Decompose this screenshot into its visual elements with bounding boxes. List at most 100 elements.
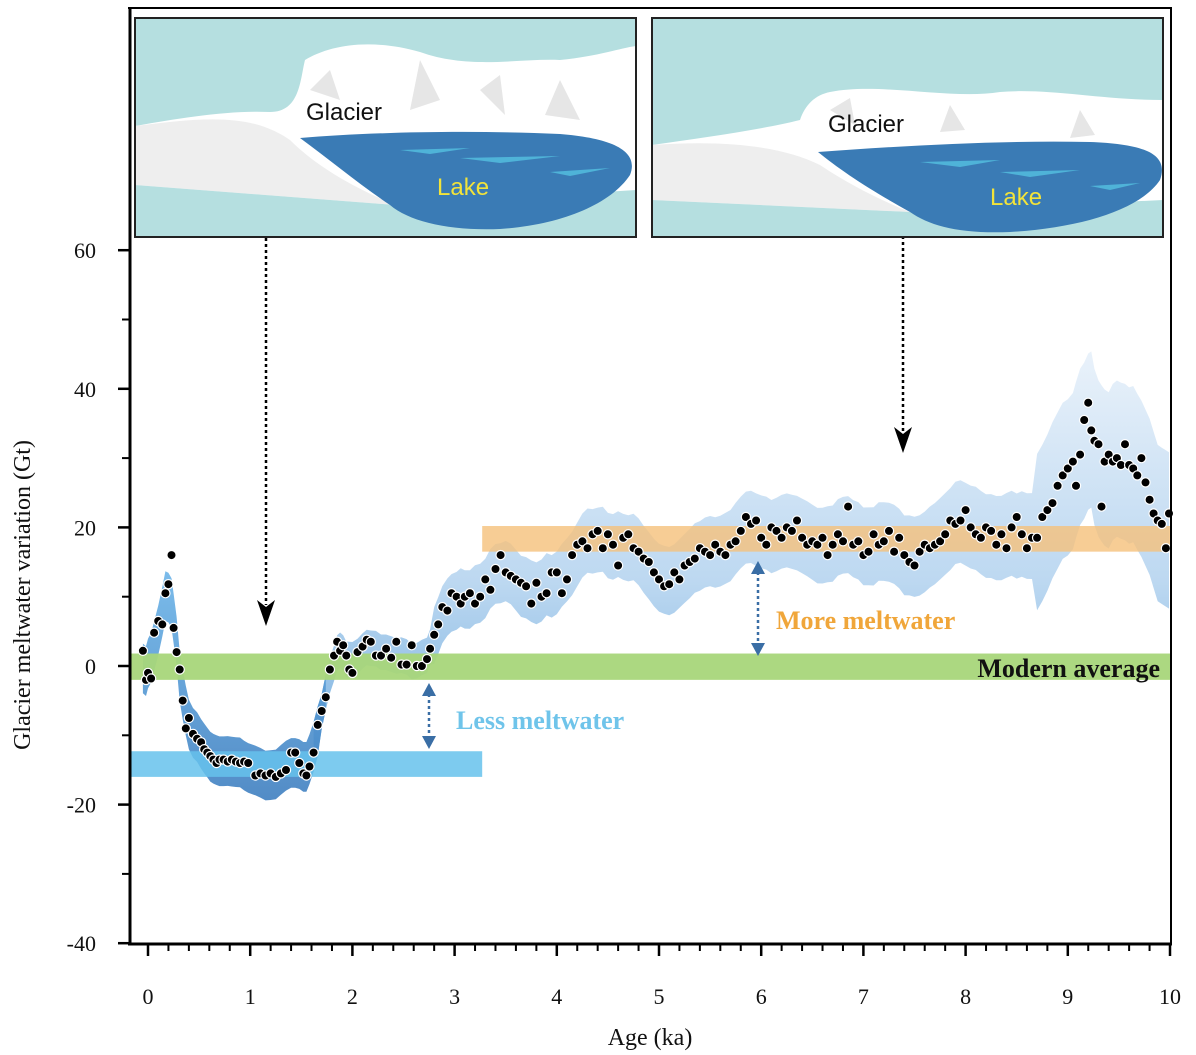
data-point <box>1132 470 1143 481</box>
data-point <box>341 650 352 661</box>
data-point <box>1011 511 1022 523</box>
data-point <box>1052 480 1063 491</box>
data-point <box>566 549 578 561</box>
data-point <box>180 723 191 734</box>
y-tick-label: 0 <box>85 654 96 679</box>
data-point <box>643 556 655 568</box>
x-tick-label: 7 <box>858 984 869 1009</box>
data-point <box>541 588 552 599</box>
data-point <box>157 619 168 630</box>
data-point <box>612 560 624 571</box>
data-point <box>653 574 665 585</box>
data-point <box>863 546 874 557</box>
data-point <box>975 532 987 544</box>
data-point <box>163 579 174 590</box>
data-point <box>664 579 675 590</box>
data-point <box>577 536 588 547</box>
data-point <box>827 539 838 550</box>
data-point <box>401 659 412 670</box>
y-tick-label: 20 <box>74 515 96 540</box>
x-axis-title: Age (ka) <box>608 1025 693 1051</box>
data-point <box>965 522 976 533</box>
data-point <box>1021 543 1033 554</box>
data-point <box>177 695 188 706</box>
data-point <box>1086 425 1097 436</box>
data-point <box>531 577 542 589</box>
data-point <box>934 536 946 547</box>
data-point <box>365 636 376 647</box>
data-point <box>740 511 752 523</box>
x-ticks: 0 1 2 3 4 5 6 7 8 9 10 <box>143 944 1181 1009</box>
data-points <box>137 397 1175 783</box>
data-point <box>720 549 731 561</box>
axes <box>128 7 1172 946</box>
data-point <box>304 761 315 772</box>
data-point <box>607 539 619 550</box>
data-point <box>1042 504 1053 516</box>
data-point <box>996 529 1007 540</box>
data-point <box>669 567 680 578</box>
data-point <box>312 719 323 731</box>
data-point <box>338 640 349 651</box>
data-point <box>1078 414 1090 426</box>
data-point <box>160 588 171 599</box>
data-point <box>561 574 573 585</box>
data-point <box>324 664 336 675</box>
modern-average-band <box>129 653 1170 680</box>
data-point <box>597 543 609 554</box>
data-point <box>137 645 149 657</box>
data-point <box>1067 456 1079 467</box>
y-tick-label: 40 <box>74 377 96 402</box>
data-point <box>347 667 358 679</box>
data-point <box>955 515 966 526</box>
data-point <box>689 553 701 564</box>
data-point <box>433 619 444 630</box>
data-point <box>582 543 593 554</box>
data-point <box>1070 480 1082 491</box>
data-point <box>842 501 854 512</box>
modern-average-label: Modern average <box>977 654 1160 683</box>
data-point <box>166 549 177 561</box>
data-point <box>909 560 920 571</box>
data-point <box>710 539 721 550</box>
data-point <box>1144 494 1155 505</box>
data-point <box>424 643 436 654</box>
data-point <box>1096 501 1107 512</box>
data-point <box>791 515 803 526</box>
data-point <box>294 757 305 769</box>
data-point <box>868 529 879 540</box>
y-tick-label: -40 <box>67 931 96 956</box>
data-point <box>592 525 603 537</box>
data-point <box>320 692 331 703</box>
data-point <box>1047 497 1058 509</box>
data-point <box>391 636 402 647</box>
data-point <box>551 567 563 578</box>
data-point <box>771 525 782 537</box>
data-point <box>290 747 301 758</box>
data-point <box>1119 439 1131 450</box>
data-point <box>1163 508 1175 519</box>
data-point <box>991 539 1002 550</box>
data-point <box>375 650 387 661</box>
data-point <box>475 591 486 602</box>
y-tick-label: -20 <box>67 793 96 818</box>
data-point <box>812 539 823 550</box>
uncertainty-envelope-low <box>142 571 326 801</box>
data-point <box>837 536 849 547</box>
data-point <box>1140 477 1151 488</box>
more-meltwater-label: More meltwater <box>776 606 955 635</box>
data-point <box>735 525 747 537</box>
data-point <box>242 757 254 769</box>
data-point <box>1037 511 1048 523</box>
x-tick-label: 10 <box>1159 984 1181 1009</box>
data-point <box>1057 470 1068 481</box>
inset-1-lake-label: Lake <box>437 174 489 201</box>
data-point <box>832 529 844 540</box>
inset-2-pointer-arrow <box>894 236 912 453</box>
data-point <box>817 532 828 544</box>
data-point <box>796 532 808 544</box>
data-point <box>429 629 440 641</box>
data-point <box>416 660 428 672</box>
data-point <box>526 598 537 609</box>
data-point <box>1062 463 1074 474</box>
